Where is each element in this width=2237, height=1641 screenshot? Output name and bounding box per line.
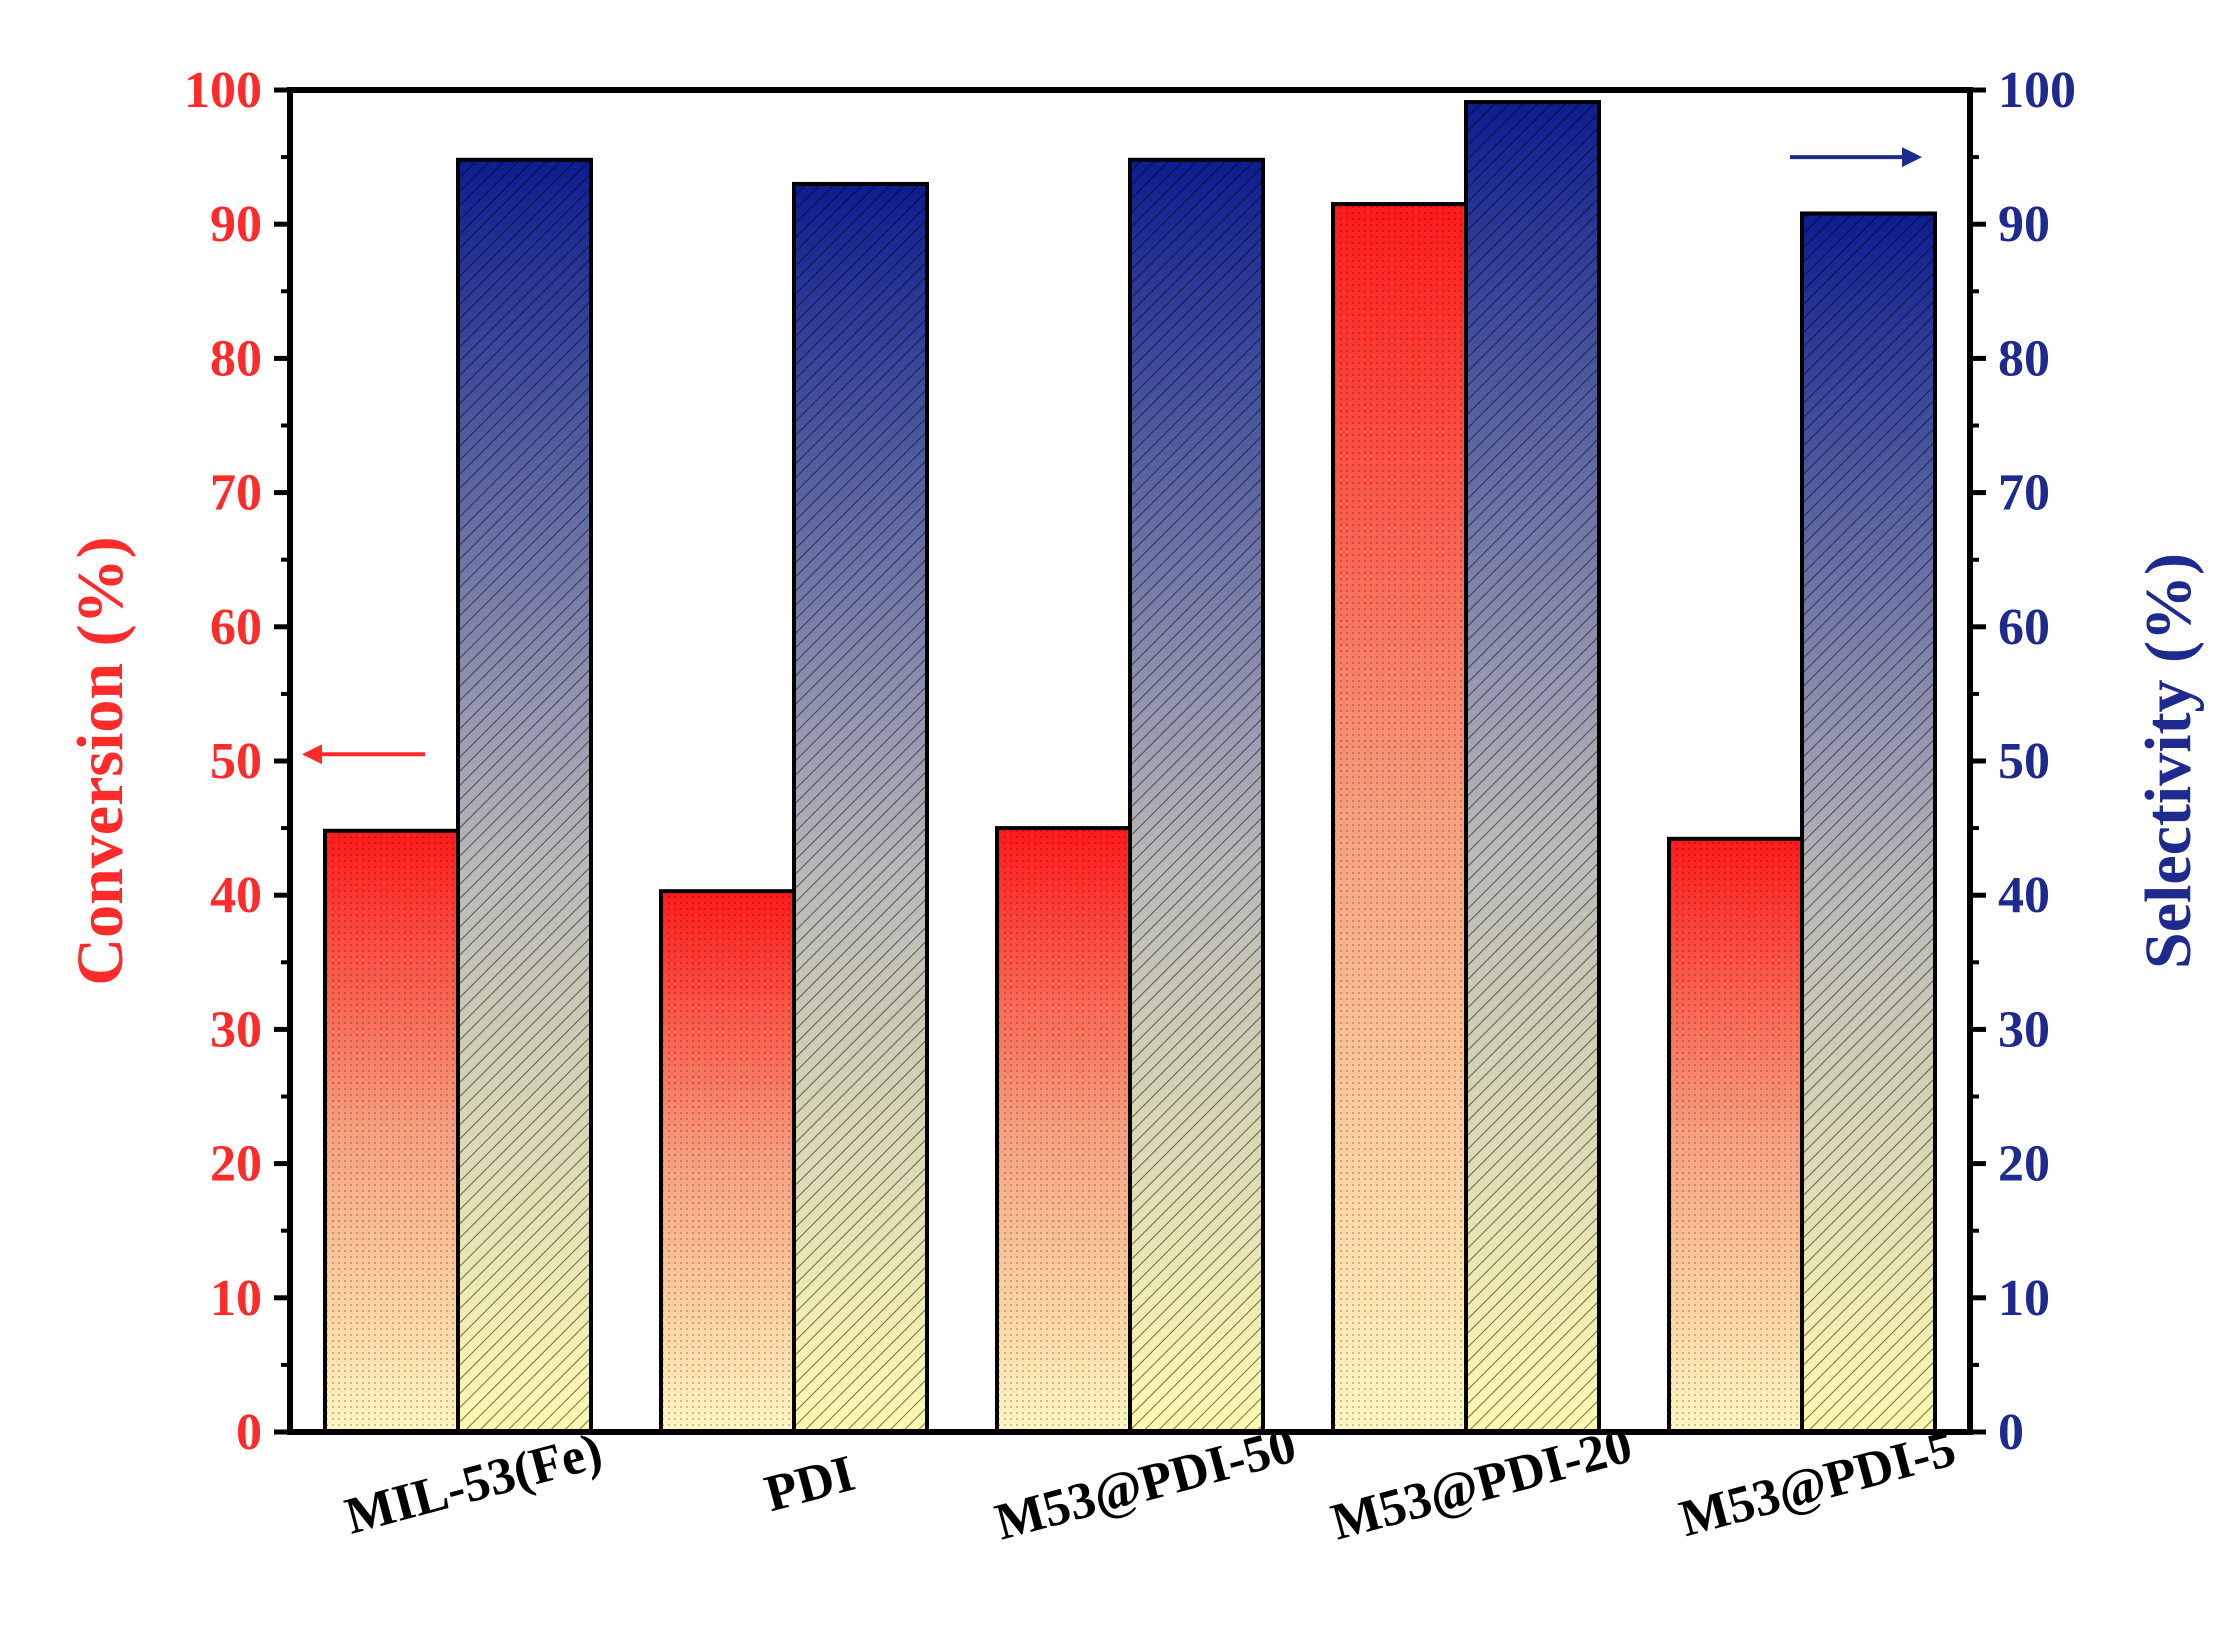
bar-conversion	[1331, 202, 1468, 1435]
left-tick-label: 80	[210, 330, 262, 387]
bar-selectivity	[1464, 100, 1601, 1434]
right-axis-ticks: 0 10 20 30 40 50 60 70 80 90 100	[1970, 62, 2076, 1461]
left-tick-label: 60	[210, 599, 262, 656]
left-tick-label: 40	[210, 867, 262, 924]
bar-conversion	[1667, 836, 1804, 1434]
bar-conversion	[995, 826, 1132, 1434]
left-axis-ticks: 0 10 20 30 40 50 60 70 80 90 100	[184, 62, 290, 1461]
right-tick-label: 90	[1998, 196, 2050, 253]
right-tick-label: 40	[1998, 867, 2050, 924]
right-tick-label: 10	[1998, 1270, 2050, 1327]
left-tick-label: 100	[184, 62, 262, 119]
x-tick-label: PDI	[759, 1445, 860, 1523]
left-tick-label: 20	[210, 1136, 262, 1193]
right-tick-label: 80	[1998, 330, 2050, 387]
bar-conversion	[323, 828, 460, 1434]
bar-selectivity	[1800, 211, 1937, 1435]
left-tick-label: 30	[210, 1001, 262, 1058]
x-tick-label: M53@PDI-5	[1674, 1420, 1961, 1548]
right-tick-label: 0	[1998, 1404, 2024, 1461]
bar-conversion	[659, 889, 796, 1434]
x-tick-label: M53@PDI-50	[989, 1417, 1302, 1552]
left-tick-label: 70	[210, 465, 262, 522]
right-tick-label: 60	[1998, 599, 2050, 656]
left-tick-label: 10	[210, 1270, 262, 1327]
right-tick-label: 100	[1998, 62, 2076, 119]
right-tick-label: 70	[1998, 465, 2050, 522]
left-axis-title: Conversion (%)	[64, 536, 137, 985]
bar-selectivity	[456, 157, 593, 1434]
left-tick-label: 0	[236, 1404, 262, 1461]
right-tick-label: 50	[1998, 733, 2050, 790]
x-axis-labels: MIL-53(Fe) PDI M53@PDI-50 M53@PDI-20 M53@PDI…	[339, 1417, 1961, 1552]
right-axis-title: Selectivity (%)	[2132, 553, 2205, 969]
x-tick-label: M53@PDI-20	[1325, 1417, 1638, 1552]
bars-layer	[323, 100, 1937, 1435]
bar-selectivity	[1128, 157, 1265, 1434]
left-tick-label: 90	[210, 196, 262, 253]
right-tick-label: 30	[1998, 1001, 2050, 1058]
x-tick-label: MIL-53(Fe)	[339, 1423, 608, 1546]
right-tick-label: 20	[1998, 1136, 2050, 1193]
bar-selectivity	[792, 181, 929, 1435]
left-tick-label: 50	[210, 733, 262, 790]
